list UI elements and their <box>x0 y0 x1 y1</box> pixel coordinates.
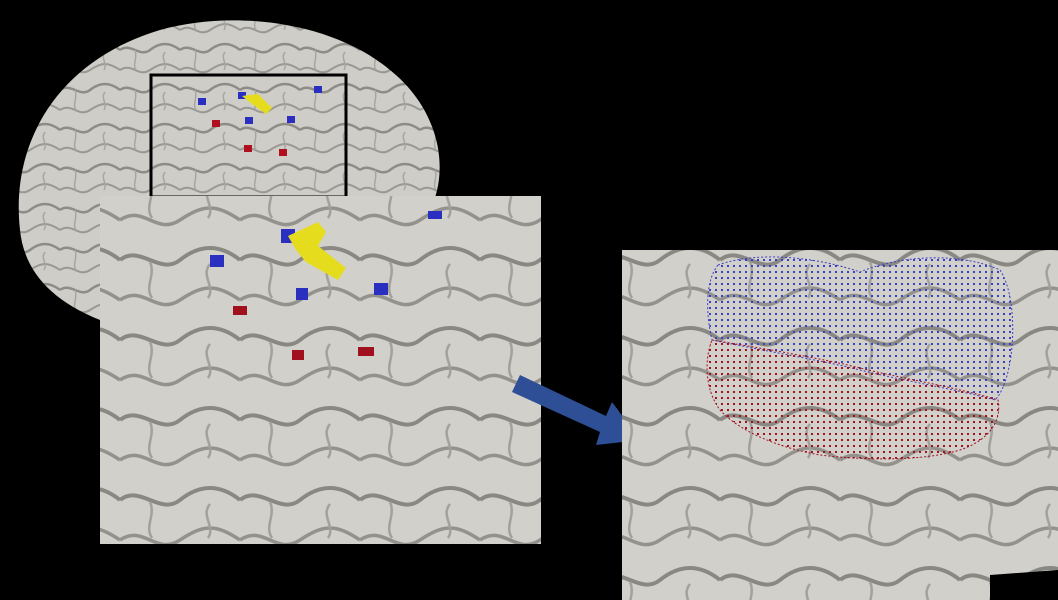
page <box>0 0 1058 600</box>
figure <box>0 0 1058 600</box>
zoomed-panel <box>100 196 541 544</box>
mesh-panel <box>622 250 1058 600</box>
